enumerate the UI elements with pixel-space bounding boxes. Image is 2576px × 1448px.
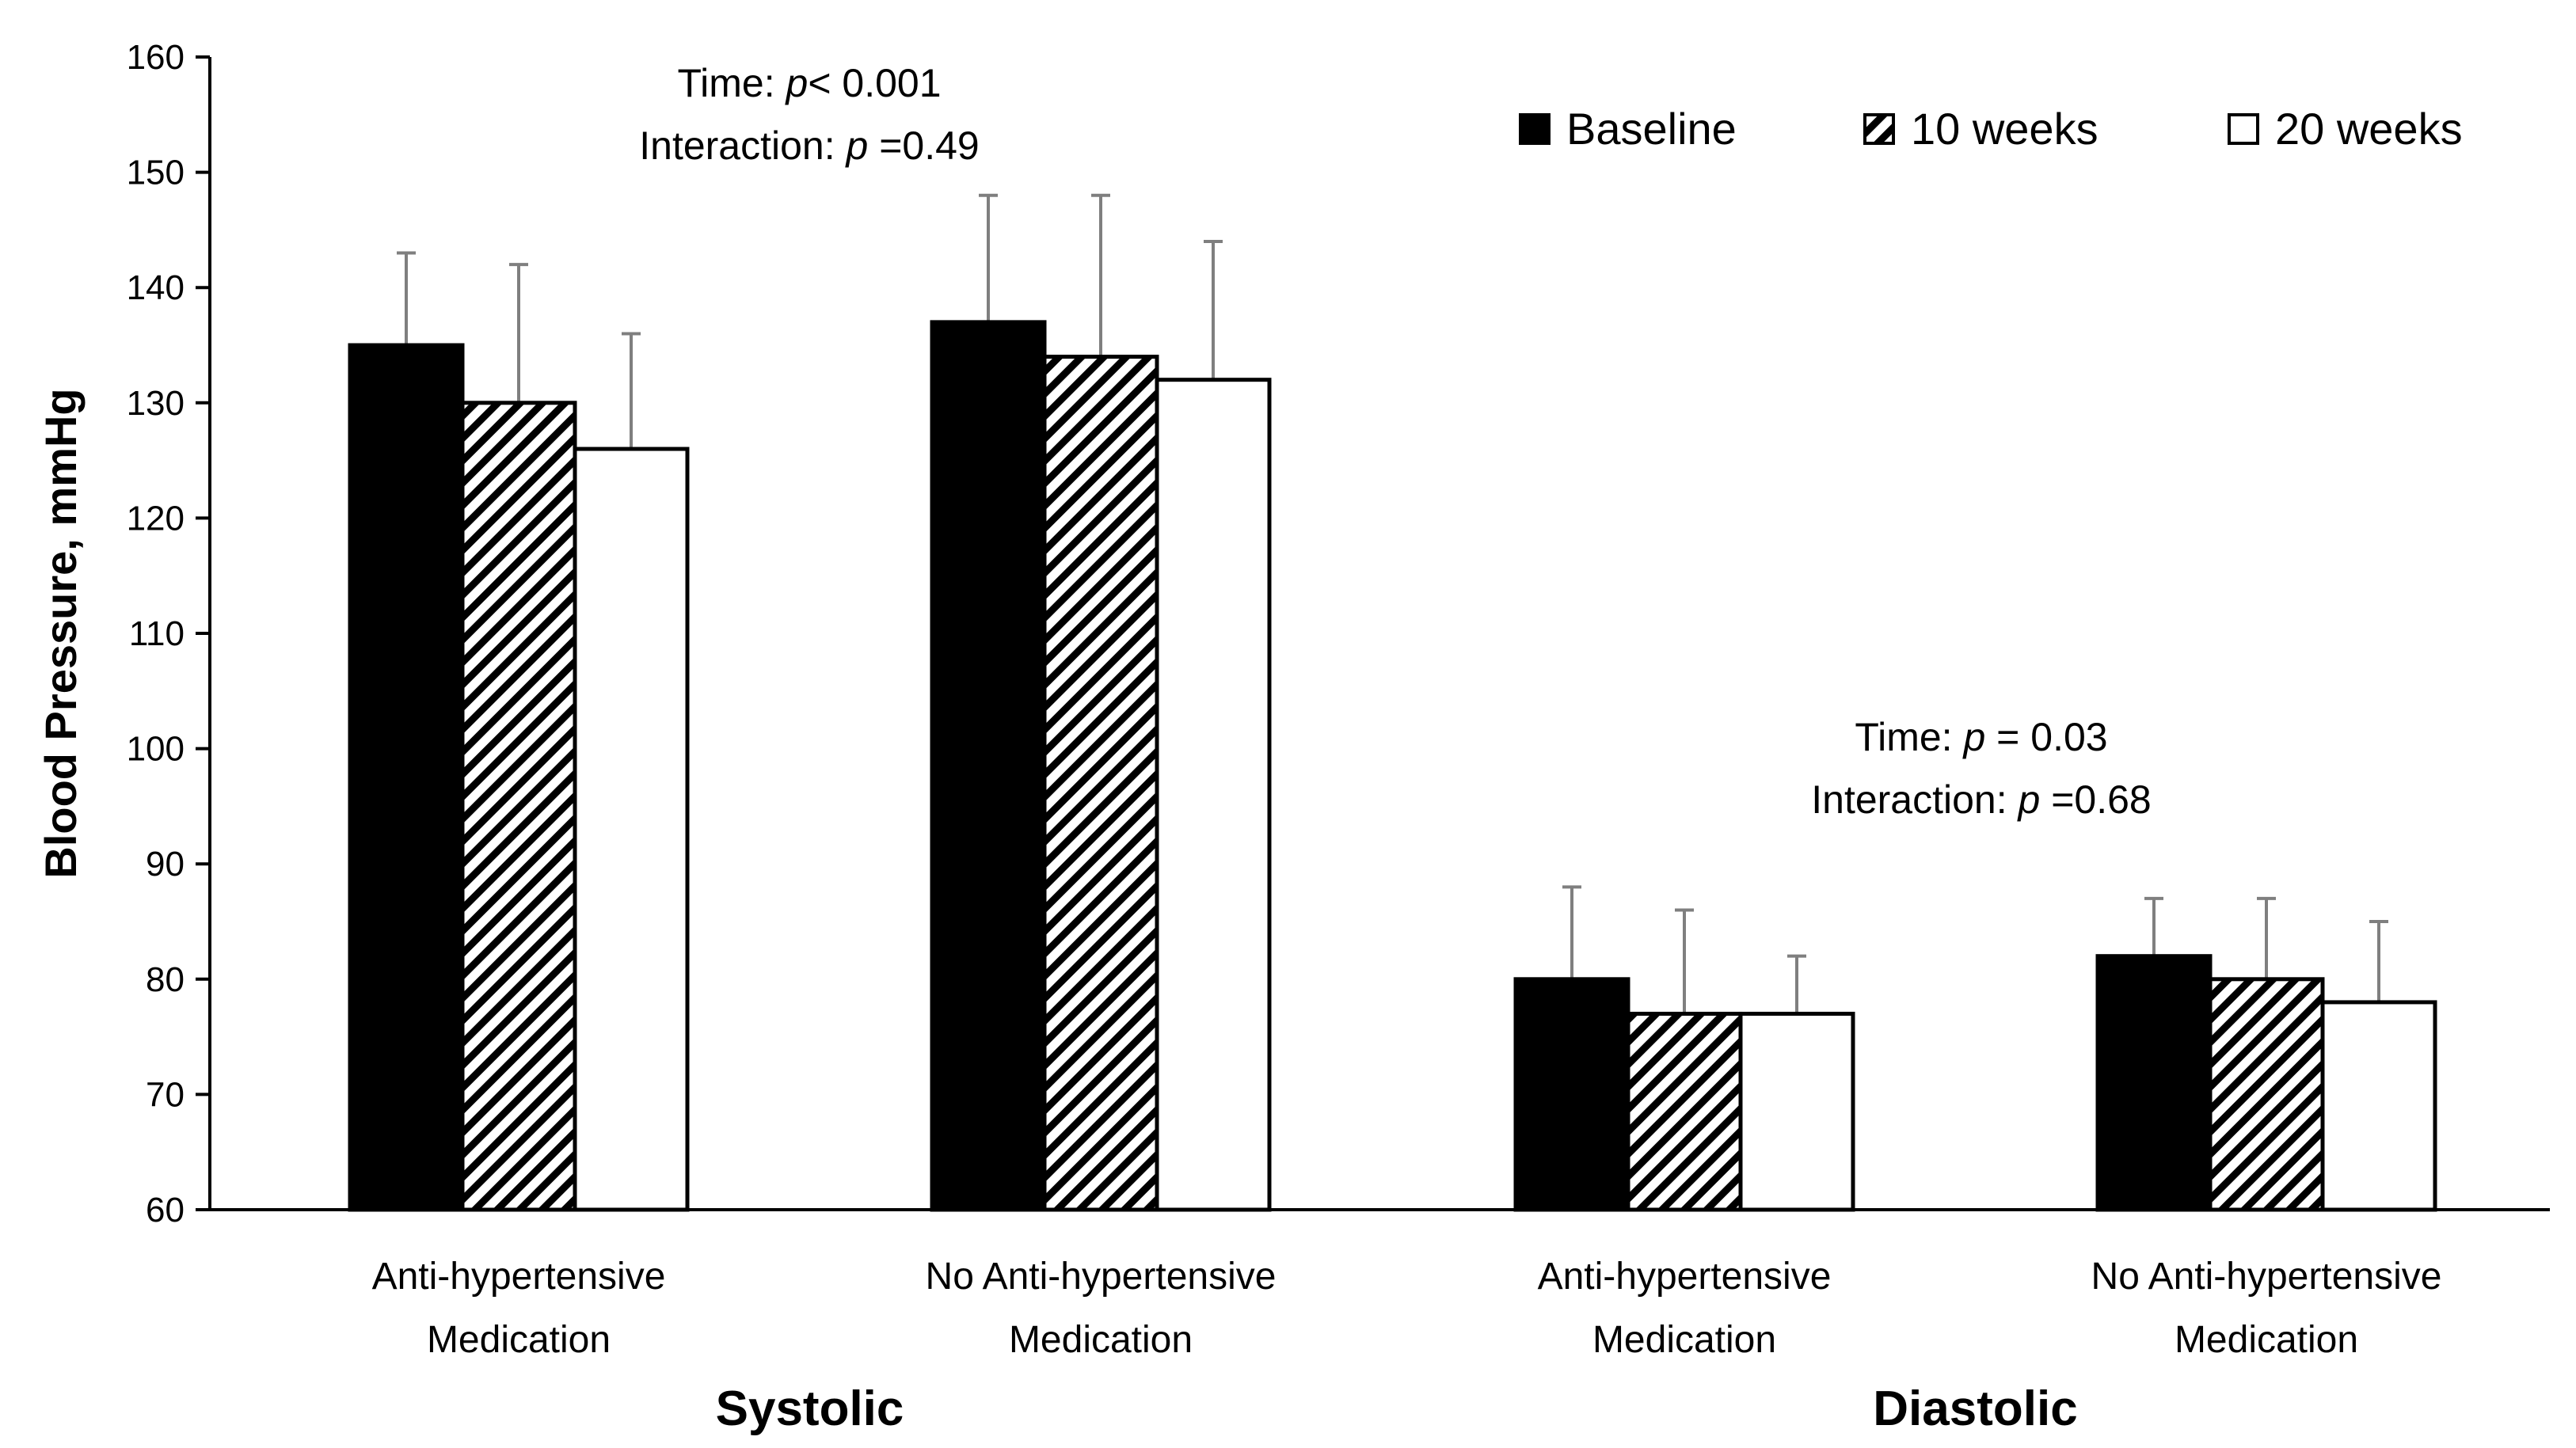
stat-text: Time:: [1855, 715, 1963, 759]
y-tick-label: 140: [127, 268, 185, 307]
legend-label: 10 weeks: [1911, 104, 2098, 154]
y-tick-label: 100: [127, 730, 185, 769]
stat-text: < 0.001: [808, 61, 941, 105]
x-tick-label: No Anti-hypertensive: [2091, 1256, 2442, 1298]
legend-swatch: [1863, 113, 1895, 145]
stat-text: =0.49: [868, 124, 979, 168]
stat-text: Time:: [677, 61, 786, 105]
bar: [2320, 1000, 2437, 1212]
x-tick-label: No Anti-hypertensive: [926, 1256, 1277, 1298]
stat-annotation: Interaction: p =0.68: [1811, 777, 2151, 822]
y-tick-label: 120: [127, 499, 185, 538]
bar: [930, 320, 1047, 1212]
p-symbol: p: [785, 61, 809, 105]
p-symbol: p: [845, 124, 869, 168]
legend-label: Baseline: [1566, 104, 1737, 154]
plot-area: 60 70 80 90 100 110 120 130 140 150 160 Blood Press…: [36, 38, 2550, 1436]
x-tick-label: Medication: [1592, 1319, 1776, 1361]
x-tick-label: Medication: [2175, 1319, 2358, 1361]
bar: [1155, 378, 1272, 1212]
bar: [1626, 1011, 1743, 1212]
x-tick-label: Medication: [1009, 1319, 1193, 1361]
y-tick-label: 110: [129, 614, 185, 653]
y-tick-label: 80: [146, 960, 185, 999]
bar: [2208, 977, 2325, 1212]
bar: [460, 401, 577, 1212]
bar: [1738, 1011, 1855, 1212]
legend-swatch: [1519, 113, 1551, 145]
x-tick-label: Anti-hypertensive: [372, 1256, 666, 1298]
legend-swatch: [2228, 113, 2259, 145]
stat-text: =0.68: [2040, 777, 2151, 822]
y-tick-label: 160: [127, 38, 185, 77]
legend-label: 20 weeks: [2275, 104, 2463, 154]
p-symbol: p: [2017, 777, 2041, 822]
y-tick-label: 60: [146, 1191, 185, 1229]
group-label: Systolic: [716, 1381, 904, 1436]
group-label: Diastolic: [1873, 1381, 2077, 1436]
bar: [2095, 954, 2213, 1212]
stat-annotation: Time: p = 0.03: [1855, 715, 2107, 759]
x-tick-label: Medication: [427, 1319, 611, 1361]
stat-text: Interaction:: [1811, 777, 2018, 822]
y-axis-title: Blood Pressure, mmHg: [36, 388, 86, 878]
y-tick-label: 130: [127, 384, 185, 423]
bar: [573, 447, 690, 1212]
stat-text: = 0.03: [1985, 715, 2107, 759]
y-tick-label: 70: [146, 1075, 185, 1114]
stat-annotation: Time: p< 0.001: [677, 61, 941, 105]
y-tick-label: 150: [127, 154, 185, 192]
bar: [348, 343, 465, 1212]
x-tick-label: Anti-hypertensive: [1538, 1256, 1832, 1298]
y-tick-label: 90: [146, 845, 185, 884]
stat-text: Interaction:: [639, 124, 846, 168]
bar: [1513, 977, 1630, 1212]
stat-annotation: Interaction: p =0.49: [639, 124, 979, 168]
bar: [1042, 355, 1159, 1212]
p-symbol: p: [1961, 715, 1985, 759]
